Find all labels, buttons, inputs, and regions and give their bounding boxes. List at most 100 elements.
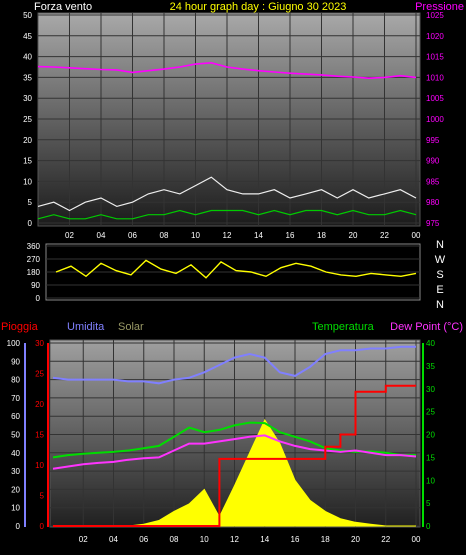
humidity-tick-label: 60 xyxy=(11,412,20,421)
rain-tick-label: 20 xyxy=(35,400,44,409)
wind-tick-label: 0 xyxy=(28,219,33,228)
time-tick-label: 20 xyxy=(349,231,358,240)
time-tick-label: 18 xyxy=(321,535,330,544)
pressure-tick-label: 1000 xyxy=(426,115,444,124)
time-tick-label: 10 xyxy=(200,535,209,544)
humidity-tick-label: 80 xyxy=(11,376,20,385)
solar-axis-title: Solar xyxy=(118,321,144,333)
compass-label: S xyxy=(436,269,443,281)
humidity-tick-label: 70 xyxy=(11,394,20,403)
pressure-tick-label: 975 xyxy=(426,219,440,228)
temperature-tick-label: 20 xyxy=(426,431,435,440)
pressure-axis-ticks: 975 980 985 990 995 1000 1005 1010 1015 1020 1025 xyxy=(426,11,444,228)
wind-axis-title: Forza vento xyxy=(34,1,92,13)
direction-series xyxy=(55,259,417,279)
time-tick-label: 08 xyxy=(160,231,169,240)
time-tick-label: 04 xyxy=(109,535,118,544)
wind-pressure-grid xyxy=(38,13,420,226)
series-dew-point xyxy=(52,434,417,470)
time-tick-label: 14 xyxy=(254,231,263,240)
wind-tick-label: 10 xyxy=(23,177,32,186)
series-pioggia xyxy=(53,384,416,527)
wind-tick-label: 40 xyxy=(23,53,32,62)
rain-axis-title: Pioggia xyxy=(1,321,39,333)
temp-humidity-time-axis: 02 04 06 08 10 12 14 16 18 20 22 00 xyxy=(79,535,421,544)
time-tick-label: 00 xyxy=(412,231,421,240)
direction-grid xyxy=(46,245,420,299)
direction-tick-label: 270 xyxy=(27,255,41,264)
pressure-tick-label: 995 xyxy=(426,136,440,145)
rain-tick-label: 30 xyxy=(35,339,44,348)
time-tick-label: 12 xyxy=(223,231,232,240)
rain-tick-label: 10 xyxy=(35,461,44,470)
direction-tick-label: 360 xyxy=(27,242,41,251)
temperature-tick-label: 35 xyxy=(426,362,435,371)
wind-time-axis: 02 04 06 08 10 12 14 16 18 20 22 00 xyxy=(65,231,421,240)
time-tick-label: 14 xyxy=(260,535,269,544)
humidity-axis-title: Umidita xyxy=(67,321,105,333)
wind-pressure-series xyxy=(37,61,417,220)
time-tick-label: 10 xyxy=(191,231,200,240)
pressure-tick-label: 985 xyxy=(426,177,440,186)
pressure-tick-label: 980 xyxy=(426,198,440,207)
time-tick-label: 06 xyxy=(139,535,148,544)
temperature-tick-label: 25 xyxy=(426,408,435,417)
humidity-tick-label: 100 xyxy=(7,339,21,348)
rain-tick-label: 25 xyxy=(35,370,44,379)
dewpoint-axis-title: Dew Point (°C) xyxy=(390,321,463,333)
time-tick-label: 04 xyxy=(97,231,106,240)
temp-humidity-series xyxy=(52,345,417,527)
time-tick-label: 18 xyxy=(317,231,326,240)
wind-axis-ticks: 0 5 10 15 20 25 30 35 40 45 50 xyxy=(23,11,32,228)
temperature-tick-label: 5 xyxy=(426,499,431,508)
series-temperatura xyxy=(52,421,416,459)
time-tick-label: 12 xyxy=(230,535,239,544)
humidity-tick-label: 50 xyxy=(11,431,20,440)
temperature-tick-label: 15 xyxy=(426,453,435,462)
compass-label: N xyxy=(436,299,444,311)
humidity-tick-label: 90 xyxy=(11,357,20,366)
time-tick-label: 20 xyxy=(351,535,360,544)
series-umidita xyxy=(52,345,416,385)
direction-tick-label: 180 xyxy=(27,268,41,277)
humidity-tick-label: 30 xyxy=(11,467,20,476)
temperature-tick-label: 10 xyxy=(426,476,435,485)
rain-tick-label: 15 xyxy=(35,431,44,440)
time-tick-label: 02 xyxy=(65,231,74,240)
wind-tick-label: 15 xyxy=(23,157,32,166)
wind-tick-label: 30 xyxy=(23,94,32,103)
wind-tick-label: 45 xyxy=(23,32,32,41)
time-tick-label: 00 xyxy=(412,535,421,544)
wind-tick-label: 50 xyxy=(23,11,32,20)
time-tick-label: 06 xyxy=(128,231,137,240)
series-forza-vento xyxy=(37,209,417,220)
direction-tick-label: 90 xyxy=(31,281,40,290)
wind-tick-label: 35 xyxy=(23,73,32,82)
pressure-tick-label: 990 xyxy=(426,157,440,166)
compass-label: W xyxy=(435,254,446,266)
pressure-tick-label: 1015 xyxy=(426,53,444,62)
temperature-tick-label: 30 xyxy=(426,385,435,394)
time-tick-label: 02 xyxy=(79,535,88,544)
time-tick-label: 22 xyxy=(381,535,390,544)
pressure-axis-title: Pressione xyxy=(415,1,464,13)
graph-title: 24 hour graph day : Giugno 30 2023 xyxy=(170,1,347,13)
series-raffica xyxy=(37,176,417,212)
wind-tick-label: 5 xyxy=(28,198,33,207)
humidity-tick-label: 40 xyxy=(11,449,20,458)
pressure-tick-label: 1005 xyxy=(426,94,444,103)
time-tick-label: 16 xyxy=(291,535,300,544)
pressure-tick-label: 1010 xyxy=(426,73,444,82)
humidity-tick-label: 10 xyxy=(11,504,20,513)
rain-tick-label: 5 xyxy=(40,492,45,501)
direction-axis-ticks: 0 90 180 270 360 xyxy=(27,242,41,303)
time-tick-label: 16 xyxy=(286,231,295,240)
series-pressione xyxy=(37,61,417,80)
series-direction xyxy=(55,259,417,279)
direction-tick-label: 0 xyxy=(36,294,41,303)
time-tick-label: 08 xyxy=(170,535,179,544)
temperature-axis-title: Temperatura xyxy=(312,321,375,333)
pressure-tick-label: 1025 xyxy=(426,11,444,20)
